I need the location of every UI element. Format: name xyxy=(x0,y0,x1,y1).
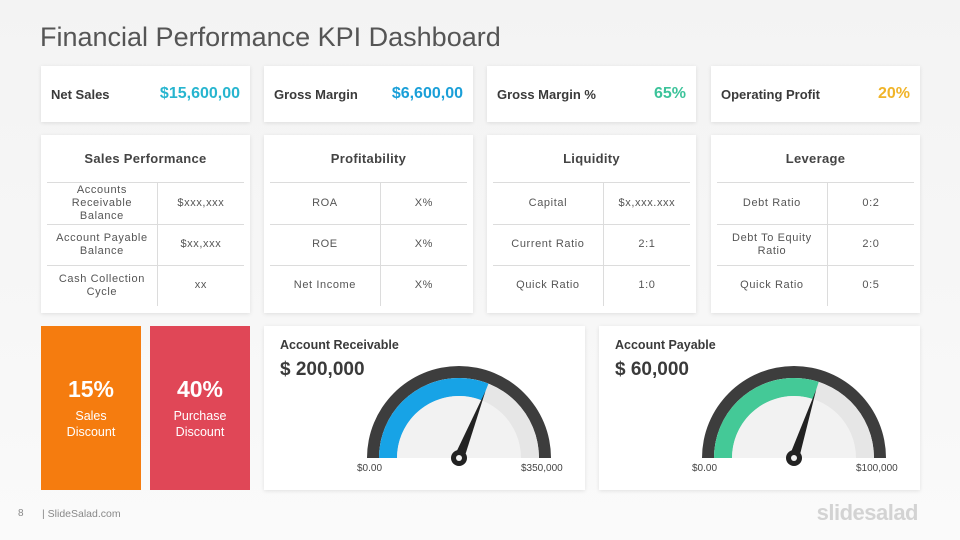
table-cell-value: 2:0 xyxy=(827,224,914,266)
discount-label-line1: Sales xyxy=(75,409,107,423)
table-row: ROE X% xyxy=(270,224,467,266)
table-row: Current Ratio 2:1 xyxy=(493,224,690,266)
gauge-min-label: $0.00 xyxy=(692,463,718,474)
table-cell-value: 2:1 xyxy=(603,224,690,266)
page-number: 8 xyxy=(18,508,24,519)
table-cell-label: Quick Ratio xyxy=(717,265,828,306)
gauge-needle-pin xyxy=(791,455,797,461)
kpi-card-operating-profit: Operating Profit 20% xyxy=(711,66,920,122)
table-cell-label: Capital xyxy=(493,183,604,225)
kpi-card-gross-margin-pct: Gross Margin % 65% xyxy=(487,66,696,122)
table-cell-value: xx xyxy=(194,279,207,292)
table-cell-value: 1:0 xyxy=(638,279,656,292)
table-cell-value: X% xyxy=(380,224,467,266)
gauge-value: $ 60,000 xyxy=(615,359,689,380)
table-cell-label: Quick Ratio xyxy=(493,265,604,306)
table-title: Sales Performance xyxy=(47,135,244,183)
gauge-label: Account Receivable xyxy=(280,338,399,352)
discount-label-line1: Purchase xyxy=(173,409,227,423)
table-row: Net Income X% xyxy=(270,265,467,306)
table-cell-label: Debt To Equity Ratio xyxy=(717,224,828,266)
table-row: Debt Ratio 0:2 xyxy=(717,183,914,225)
table-cell-value: $xxx,xxx xyxy=(157,183,244,225)
table-liquidity: Capital $x,xxx.xxx Current Ratio 2:1 Quick… xyxy=(493,183,690,306)
table-card-leverage: Leverage Debt Ratio 0:2 Debt To Equity Ra… xyxy=(711,135,920,313)
gauge-needle xyxy=(454,391,486,460)
gauge-fill-band xyxy=(714,378,819,458)
gauge-needle xyxy=(789,389,817,460)
table-card-profitability: Profitability ROA X% ROE X% Net Income X% xyxy=(264,135,473,313)
purchase-discount-tile: 40% Purchase Discount xyxy=(150,326,250,490)
table-cell-label: Cash Collection Cycle xyxy=(47,265,158,306)
gauge-label: Account Payable xyxy=(615,338,716,352)
gauge-max-label: $350,000 xyxy=(521,463,563,474)
table-cell-value: 0:5 xyxy=(862,279,880,292)
kpi-card-net-sales: Net Sales $15,600,00 xyxy=(41,66,250,122)
table-row: Quick Ratio 1:0 xyxy=(493,265,690,306)
discount-percent: 15% xyxy=(67,376,115,402)
gauge-inner xyxy=(397,396,521,458)
gauge-rim xyxy=(702,366,886,458)
table-cell-label: Debt Ratio xyxy=(717,183,828,225)
kpi-value: $15,600,00 xyxy=(159,85,240,102)
table-title: Profitability xyxy=(270,135,467,183)
gauge-dial xyxy=(367,366,551,466)
page-title: Financial Performance KPI Dashboard xyxy=(40,22,501,52)
gauge-fill-band xyxy=(379,378,489,458)
kpi-label: Operating Profit xyxy=(721,86,820,102)
table-row: ROA X% xyxy=(270,183,467,225)
gauge-inner xyxy=(732,396,856,458)
brand-logo: slidesalad xyxy=(816,500,919,525)
kpi-card-gross-margin: Gross Margin $6,600,00 xyxy=(264,66,473,122)
footer-site-link[interactable]: | SlideSalad.com xyxy=(42,508,121,520)
table-row: Capital $x,xxx.xxx xyxy=(493,183,690,225)
kpi-label: Gross Margin xyxy=(274,86,358,102)
table-cell-value: X% xyxy=(414,279,434,292)
table-cell-value: 0:2 xyxy=(827,183,914,225)
table-row: Account Payable Balance $xx,xxx xyxy=(47,224,244,266)
table-row: Debt To Equity Ratio 2:0 xyxy=(717,224,914,266)
gauge-card-account-receivable: Account Receivable $ 200,000 $0.00 $350,… xyxy=(264,326,585,490)
gauge-max-label: $100,000 xyxy=(856,463,898,474)
gauge-value: $ 200,000 xyxy=(280,359,365,380)
gauge-min-label: $0.00 xyxy=(357,463,383,474)
table-title: Leverage xyxy=(717,135,914,183)
discount-label-line2: Discount xyxy=(175,425,225,439)
table-profitability: ROA X% ROE X% Net Income X% xyxy=(270,183,467,306)
table-cell-label: Current Ratio xyxy=(493,224,604,266)
table-card-liquidity: Liquidity Capital $x,xxx.xxx Current Rati… xyxy=(487,135,696,313)
table-cell-label: Account Payable Balance xyxy=(47,224,158,266)
table-cell-value: X% xyxy=(380,183,467,225)
kpi-label: Gross Margin % xyxy=(497,86,596,102)
table-cell-value: $xx,xxx xyxy=(157,224,244,266)
table-title: Liquidity xyxy=(493,135,690,183)
kpi-label: Net Sales xyxy=(51,86,110,102)
table-row: Cash Collection Cycle xx xyxy=(47,265,244,306)
table-leverage: Debt Ratio 0:2 Debt To Equity Ratio 2:0 Qu… xyxy=(717,183,914,306)
sales-discount-tile: 15% Sales Discount xyxy=(41,326,141,490)
gauge-card-account-payable: Account Payable $ 60,000 $0.00 $100,000 xyxy=(599,326,920,490)
discount-label-line2: Discount xyxy=(66,425,116,439)
gauge-rim xyxy=(367,366,551,458)
discount-percent: 40% xyxy=(176,376,224,402)
gauge-dial xyxy=(702,366,886,466)
kpi-value: 65% xyxy=(653,85,686,102)
table-cell-label: Accounts Receivable Balance xyxy=(47,183,158,225)
gauge-needle-pin xyxy=(456,455,462,461)
table-sales-performance: Accounts Receivable Balance $xxx,xxx Acco… xyxy=(47,183,244,306)
table-row: Quick Ratio 0:5 xyxy=(717,265,914,306)
table-row: Accounts Receivable Balance $xxx,xxx xyxy=(47,183,244,225)
table-cell-label: Net Income xyxy=(270,265,381,306)
table-cell-label: ROA xyxy=(270,183,381,225)
table-cell-value: $x,xxx.xxx xyxy=(603,183,690,225)
table-card-sales-performance: Sales Performance Accounts Receivable Ba… xyxy=(41,135,250,313)
table-cell-label: ROE xyxy=(270,224,381,266)
kpi-value: 20% xyxy=(877,85,910,102)
kpi-value: $6,600,00 xyxy=(391,85,463,102)
